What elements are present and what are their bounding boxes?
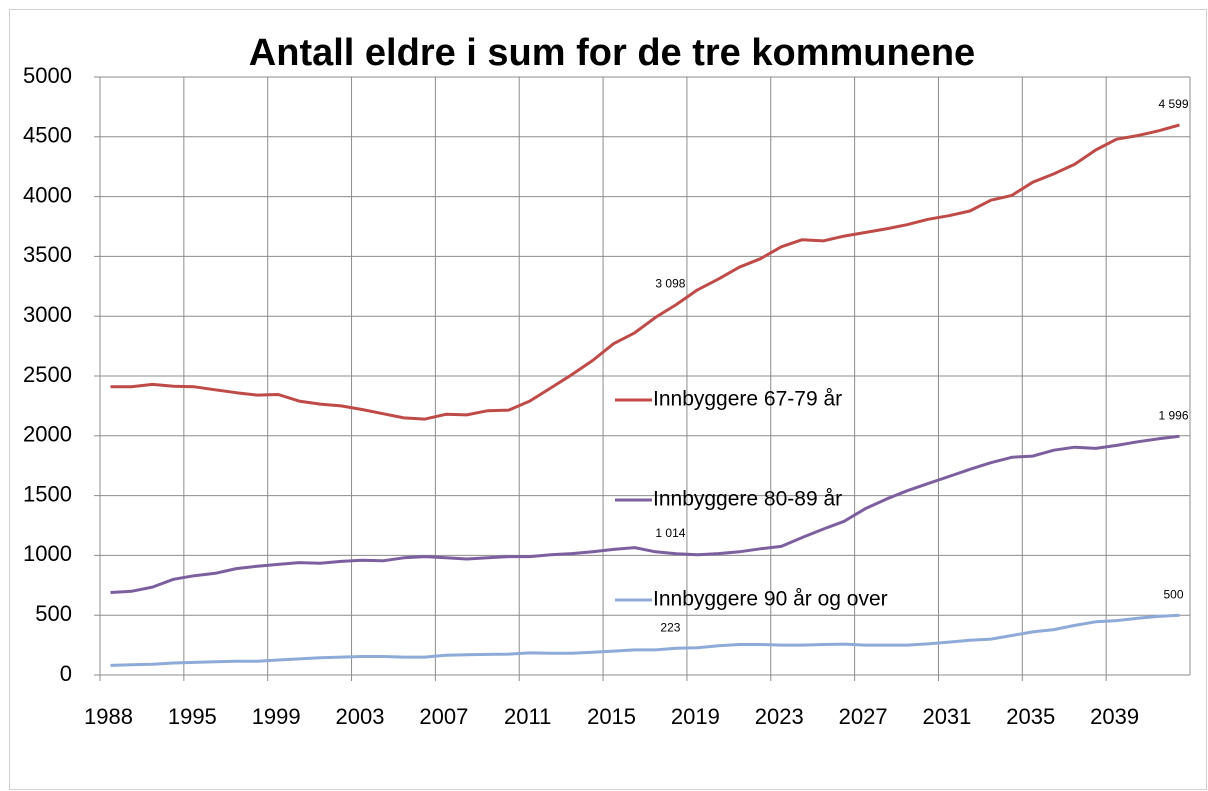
chart-title: Antall eldre i sum for de tre kommunene [249,32,975,74]
x-tick-label: 2035 [1006,704,1055,729]
y-tick-label: 1500 [23,481,72,506]
y-tick-label: 1000 [23,541,72,566]
data-label: 1 996 [1159,408,1189,422]
x-tick-label: 1988 [84,704,133,729]
y-tick-label: 4000 [23,182,72,207]
x-tick-label: 2023 [755,704,804,729]
y-tick-label: 0 [60,661,72,686]
data-label: 4 599 [1159,97,1189,111]
x-tick-label: 1995 [168,704,217,729]
x-tick-label: 2011 [504,704,551,729]
x-tick-label: 2039 [1090,704,1139,729]
legend-label: Innbyggere 67-79 år [653,388,842,411]
x-tick-label: 2027 [839,704,888,729]
x-tick-label: 1999 [252,704,301,729]
series-line [110,123,1180,421]
legend-label: Innbyggere 90 år og over [653,588,888,611]
data-label: 500 [1164,587,1184,601]
x-tick-label: 2007 [419,704,468,729]
x-tick-label: 2019 [671,704,720,729]
y-tick-label: 2500 [23,362,72,387]
x-tick-label: 2003 [336,704,385,729]
y-tick-label: 4500 [23,123,72,148]
y-tick-label: 3000 [23,302,72,327]
y-tick-label: 2000 [23,422,72,447]
y-tick-label: 500 [35,601,72,626]
y-tick-label: 3500 [23,242,72,267]
x-tick-label: 2015 [587,704,636,729]
legend-label: Innbyggere 80-89 år [653,488,842,511]
data-label: 223 [660,621,680,635]
data-label: 1 014 [655,526,685,540]
data-label: 3 098 [655,277,685,291]
series-line [110,613,1180,667]
chart-frame [9,9,1207,790]
x-tick-label: 2031 [922,704,971,729]
y-tick-label: 5000 [23,63,72,88]
series-line [110,434,1180,594]
